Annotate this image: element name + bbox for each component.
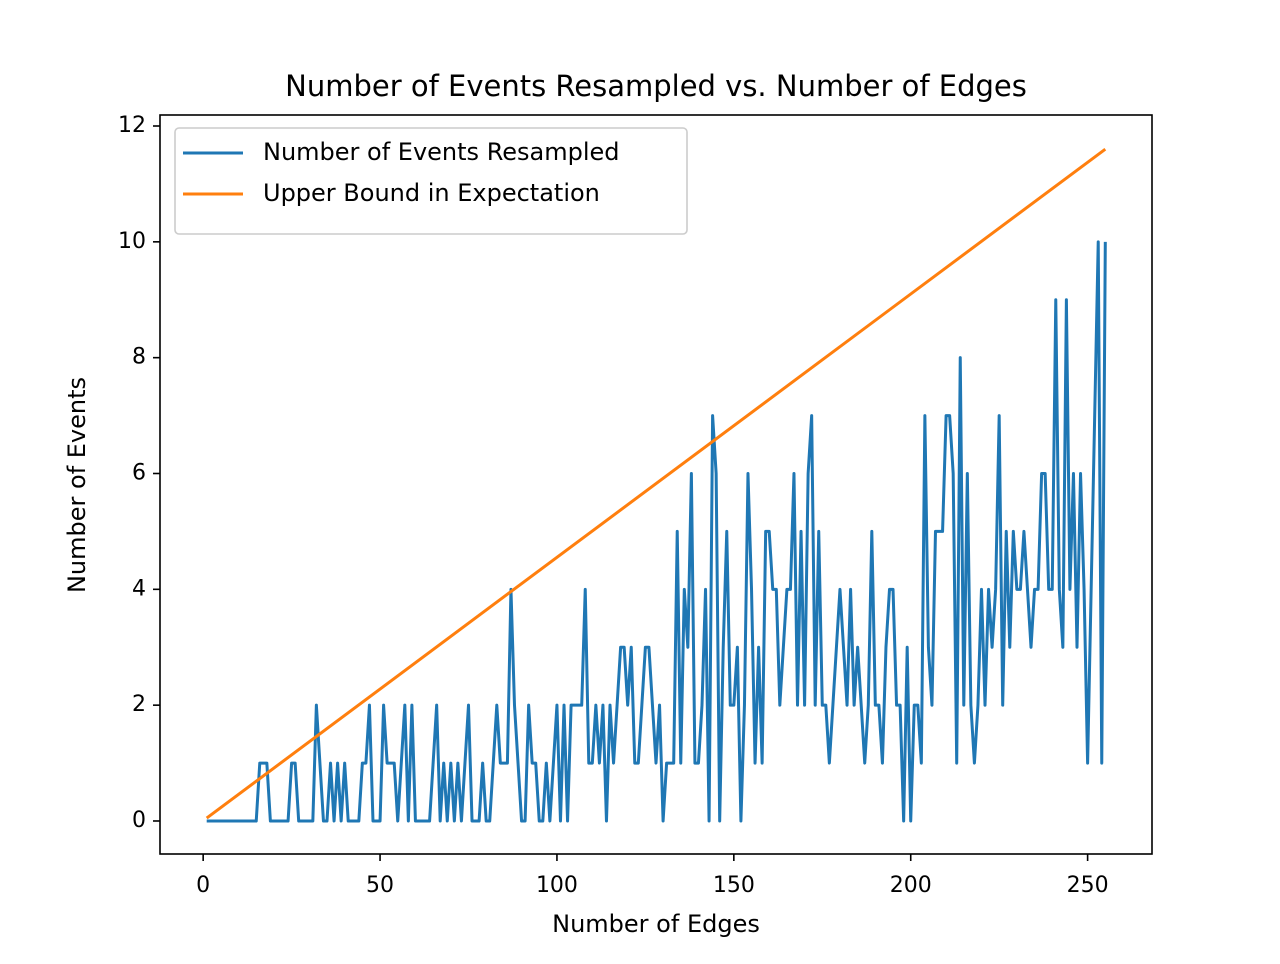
y-tick-label: 12 [118, 113, 146, 138]
series-line [205, 147, 1107, 820]
x-axis-label: Number of Edges [552, 910, 760, 938]
y-tick-label: 4 [132, 576, 146, 601]
legend-box [174, 127, 688, 235]
x-tick-label: 100 [536, 873, 578, 898]
y-axis-label: Number of Events [63, 377, 91, 593]
x-tick-label: 0 [196, 873, 210, 898]
plot-frame [159, 114, 1153, 855]
x-tick-label: 250 [1067, 873, 1109, 898]
x-tick-label: 200 [890, 873, 932, 898]
x-tick-label: 50 [366, 873, 394, 898]
legend-label: Number of Events Resampled [263, 138, 620, 166]
y-tick-label: 0 [132, 808, 146, 833]
legend-label: Upper Bound in Expectation [263, 179, 600, 207]
series-line [206, 240, 1107, 823]
y-tick-label: 6 [132, 460, 146, 485]
chart-title: Number of Events Resampled vs. Number of… [285, 69, 1027, 103]
y-tick-label: 2 [132, 692, 146, 717]
y-tick-label: 8 [132, 345, 146, 370]
y-tick-label: 10 [118, 229, 146, 254]
x-tick-label: 150 [713, 873, 755, 898]
